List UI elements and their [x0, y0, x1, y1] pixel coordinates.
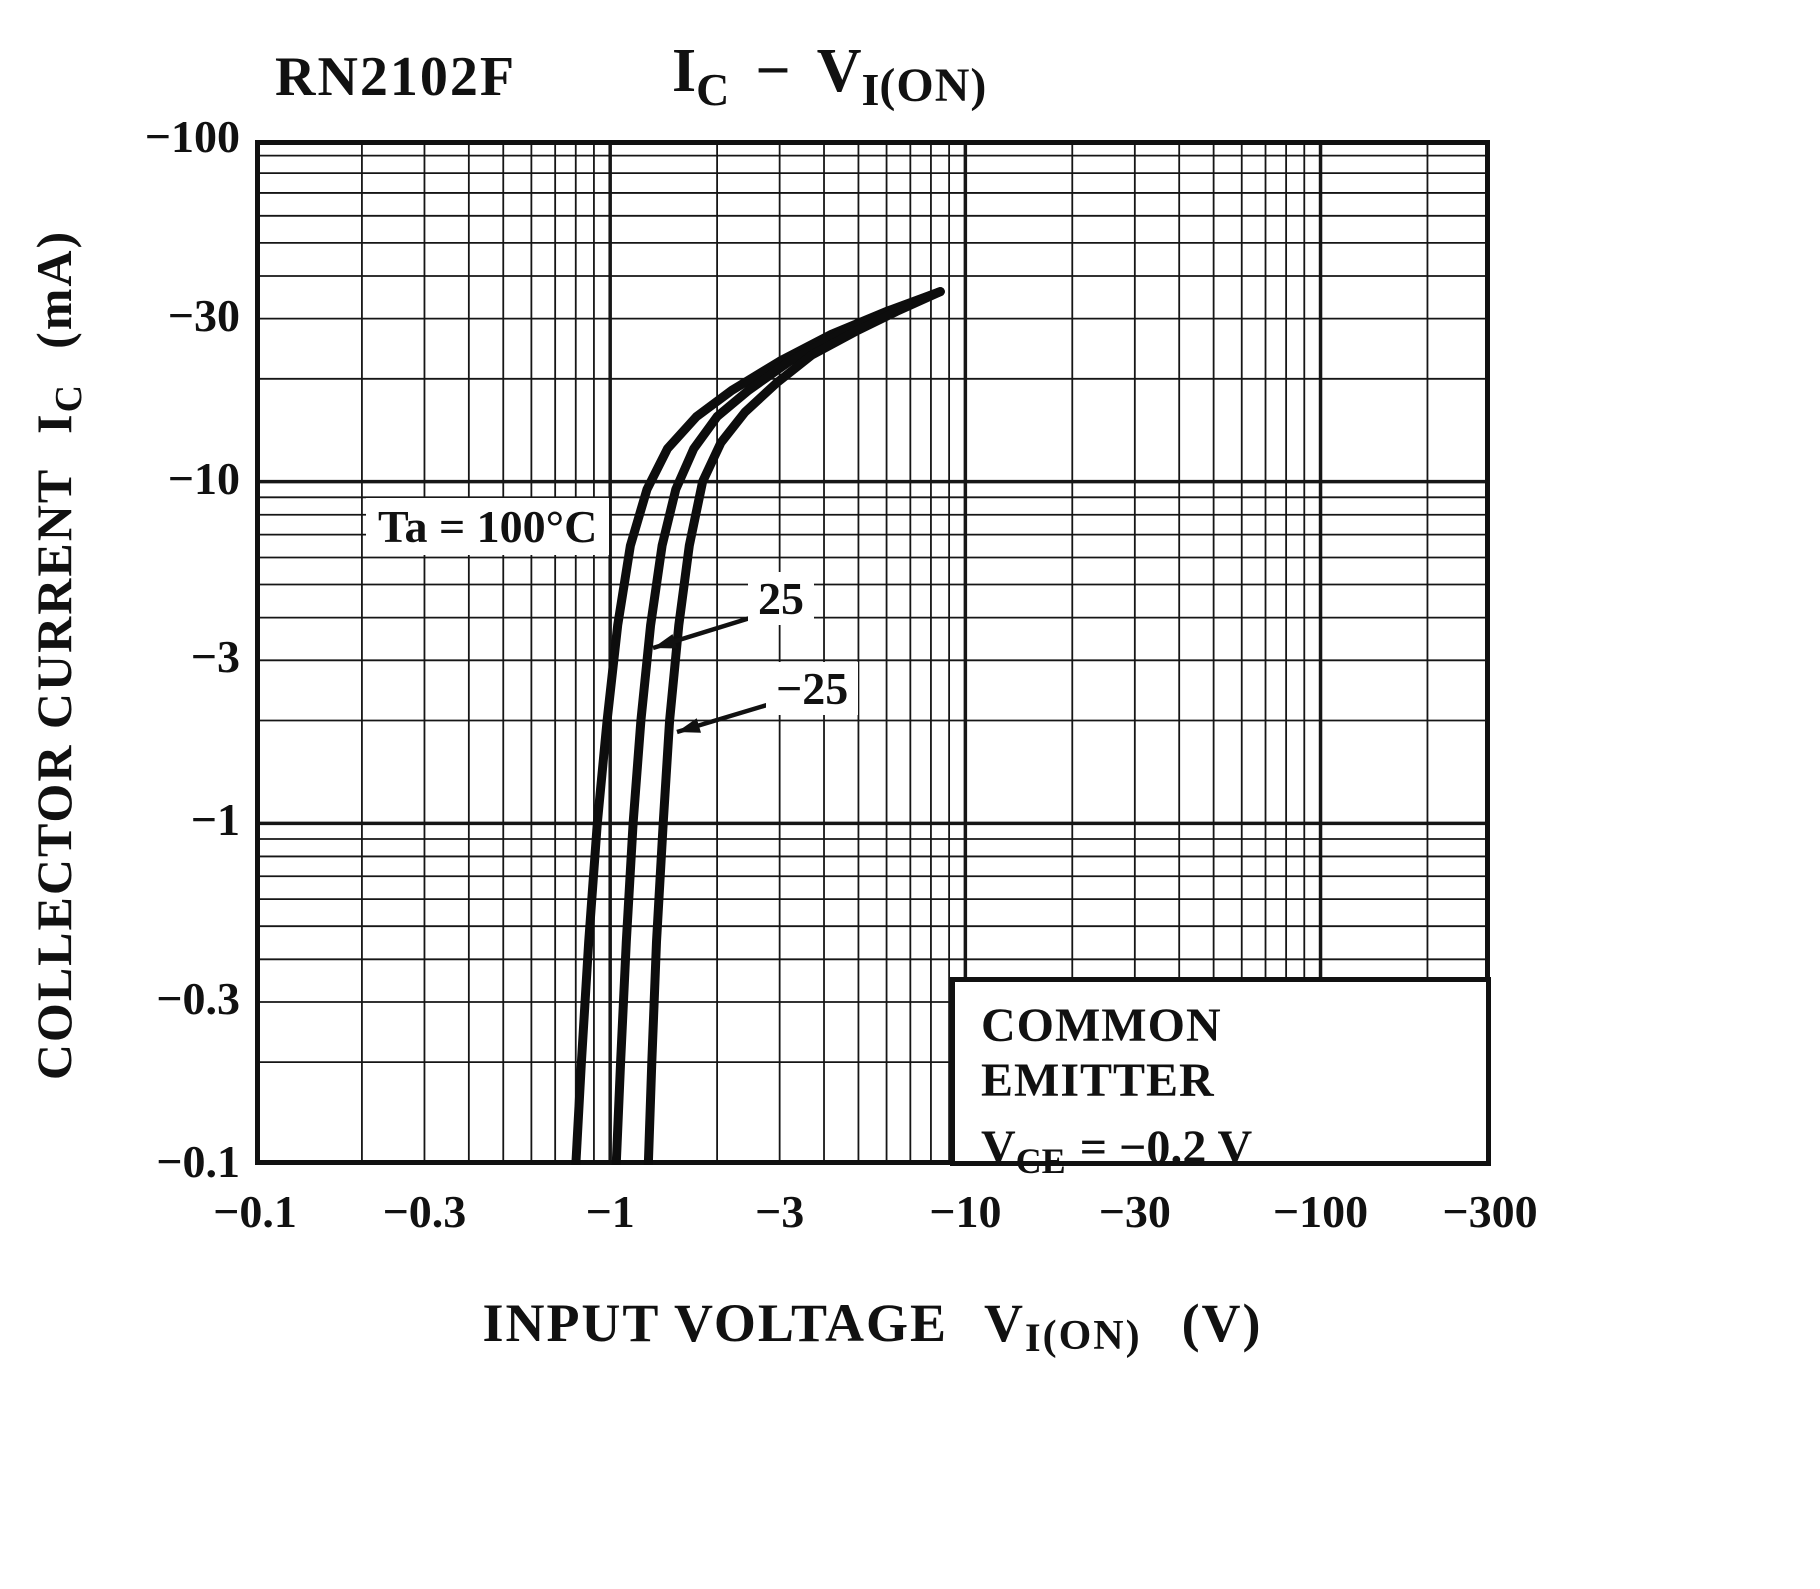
conditions-circuit: COMMON EMITTER: [981, 999, 1222, 1107]
title-voltage-on-subscript: (ON): [879, 59, 988, 112]
title-voltage-symbol: V: [816, 37, 862, 105]
x-tick-label: −10: [929, 1186, 1002, 1237]
x-tick-label: −0.1: [213, 1186, 297, 1237]
curve-ta-100c: [571, 287, 945, 1165]
x-axis-on-subscript: (ON): [1042, 1313, 1142, 1359]
vce-value: = −0.2 V: [1079, 1121, 1253, 1174]
vce-symbol: V: [981, 1121, 1016, 1174]
x-axis-unit: (V): [1181, 1293, 1263, 1353]
chart-title: IC − VI(ON): [672, 36, 987, 115]
curve-ta-25c: [611, 287, 945, 1165]
curve-ta-minus-25c: [643, 287, 945, 1165]
x-tick-label: −300: [1442, 1186, 1538, 1237]
title-voltage-subscript: I: [861, 64, 880, 115]
x-tick-label: −0.3: [382, 1186, 467, 1237]
x-tick-label: −3: [755, 1186, 805, 1237]
x-tick-label: −100: [1272, 1186, 1369, 1237]
title-current-subscript: C: [696, 64, 730, 115]
annotation-ta-100c: Ta = 100°C: [366, 498, 610, 555]
y-axis-symbol-subscript: C: [48, 382, 90, 413]
y-axis-symbol: I: [26, 412, 82, 434]
x-axis-title: INPUT VOLTAGE VI(ON) (V): [255, 1292, 1490, 1360]
annotation-25c: 25: [748, 572, 814, 625]
annotation-arrow-25-head: [653, 634, 677, 649]
x-axis-title-text: INPUT VOLTAGE: [482, 1293, 949, 1353]
x-axis-symbol: V: [984, 1293, 1026, 1353]
title-dash: −: [755, 37, 791, 105]
x-tick-label: −30: [1098, 1186, 1171, 1237]
annotation-arrow-minus-25-head: [677, 718, 701, 733]
conditions-box: COMMON EMITTER VCE = −0.2 V: [950, 977, 1491, 1181]
plot-border: [255, 140, 1490, 1165]
device-name: RN2102F: [275, 46, 517, 108]
conditions-vce: VCE = −0.2 V: [981, 1120, 1486, 1181]
title-current-symbol: I: [672, 37, 697, 105]
vce-subscript: CE: [1015, 1141, 1066, 1181]
y-axis-title: COLLECTOR CURRENT IC (mA): [25, 55, 90, 1255]
annotation-minus-25c: −25: [766, 662, 859, 715]
x-tick-label: −1: [585, 1186, 635, 1237]
x-axis-symbol-subscript: I: [1025, 1315, 1043, 1360]
y-axis-unit: (mA): [26, 229, 82, 349]
y-axis-title-text: COLLECTOR CURRENT: [26, 467, 82, 1081]
